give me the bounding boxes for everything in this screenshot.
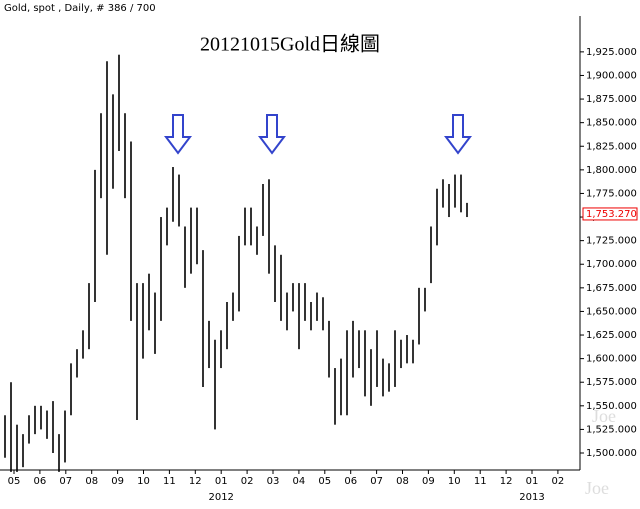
arrows (164, 114, 472, 155)
x-tick-label: 07 (59, 476, 72, 487)
x-tick-label: 04 (293, 476, 306, 487)
y-tick-label: 1,825.000 (586, 141, 637, 152)
x-tick-label: 08 (85, 476, 98, 487)
y-tick-label: 1,775.000 (586, 188, 637, 199)
y-tick-label: 1,850.000 (586, 118, 637, 129)
x-tick-label: 06 (34, 476, 47, 487)
y-tick-label: 1,700.000 (586, 259, 637, 270)
watermark: Joe (592, 406, 616, 426)
x-tick-label: 10 (137, 476, 150, 487)
y-tick-label: 1,500.000 (586, 448, 637, 459)
arrow (444, 114, 472, 155)
x-tick-label: 09 (422, 476, 435, 487)
y-tick-label: 1,600.000 (586, 354, 637, 365)
x-tick-label: 02 (241, 476, 254, 487)
x-tick-label: 12 (500, 476, 513, 487)
y-tick-label: 1,575.000 (586, 377, 637, 388)
x-tick-label: 07 (370, 476, 383, 487)
x-tick-label: 01 (215, 476, 228, 487)
x-tick-label: 11 (163, 476, 176, 487)
last-price-box (582, 207, 638, 221)
y-tick-label: 1,650.000 (586, 306, 637, 317)
watermark: Joe (585, 478, 609, 498)
x-tick-label: 09 (111, 476, 124, 487)
y-tick-label: 1,875.000 (586, 94, 637, 105)
x-tick-label: 11 (474, 476, 487, 487)
chart-title: 20121015Gold日線圖 (200, 33, 380, 56)
y-tick-label: 1,900.000 (586, 70, 637, 81)
year-label: 2012 (208, 492, 233, 503)
year-label: 2013 (519, 492, 544, 503)
arrow (164, 114, 192, 155)
x-tick-label: 10 (448, 476, 461, 487)
x-tick-label: 06 (344, 476, 357, 487)
x-tick-label: 05 (318, 476, 331, 487)
x-tick-label: 01 (526, 476, 539, 487)
y-tick-label: 1,675.000 (586, 283, 637, 294)
x-tick-label: 12 (189, 476, 202, 487)
header: Gold, spot , Daily, # 386 / 700 (4, 3, 156, 14)
y-tick-label: 1,925.000 (586, 47, 637, 58)
x-tick-label: 03 (267, 476, 280, 487)
y-tick-label: 1,800.000 (586, 165, 637, 176)
last-price-label: 1,753.270 (586, 209, 637, 220)
y-tick-label: 1,525.000 (586, 424, 637, 435)
x-tick-label: 02 (552, 476, 565, 487)
x-tick-label: 05 (8, 476, 21, 487)
x-tick-label: 08 (396, 476, 409, 487)
arrow (258, 114, 286, 155)
y-tick-label: 1,625.000 (586, 330, 637, 341)
y-tick-label: 1,725.000 (586, 236, 637, 247)
y-tick-label: 1,550.000 (586, 401, 637, 412)
